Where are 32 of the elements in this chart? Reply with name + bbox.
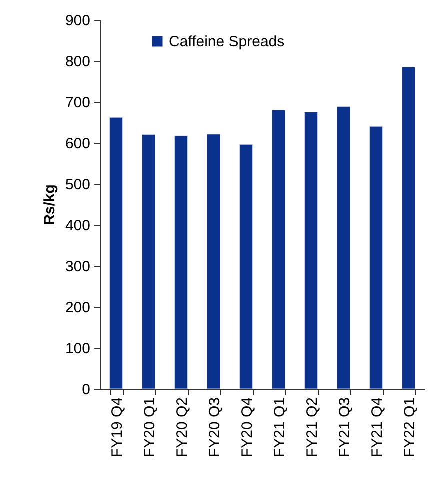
bar <box>402 66 416 390</box>
x-tick-label: FY20 Q2 <box>174 398 191 458</box>
x-tick-label: FY22 Q1 <box>401 398 418 458</box>
bar <box>110 117 123 390</box>
x-tick-label: FY21 Q1 <box>271 398 288 458</box>
y-tick-label: 800 <box>65 54 90 70</box>
y-tick-label: 0 <box>82 382 90 398</box>
bar <box>337 106 350 390</box>
y-tick-label: 600 <box>65 136 90 152</box>
bar <box>272 110 286 390</box>
y-tick-label: 900 <box>65 12 90 30</box>
bar <box>174 136 188 390</box>
x-tick-label: FY20 Q3 <box>206 398 224 458</box>
x-tick-label: FY21 Q2 <box>304 398 321 458</box>
x-tick-label: FY19 Q4 <box>108 398 126 458</box>
y-tick-label: 200 <box>65 300 90 316</box>
bar <box>370 126 383 390</box>
y-tick-label: 700 <box>65 94 90 112</box>
x-tick-label: FY20 Q4 <box>238 398 256 458</box>
y-tick-label: 400 <box>65 218 90 234</box>
y-tick-label: 500 <box>65 176 90 194</box>
x-tick-label: FY21 Q4 <box>368 398 386 458</box>
bar <box>207 134 220 390</box>
y-axis-title: Rs/kg <box>41 184 58 226</box>
x-tick-label: FY20 Q1 <box>141 398 158 458</box>
legend-label: Caffeine Spreads <box>169 34 285 50</box>
y-tick-label: 100 <box>65 340 90 358</box>
y-tick-label: 300 <box>65 258 90 276</box>
x-tick-label: FY21 Q3 <box>336 398 354 458</box>
bar <box>142 134 156 390</box>
bar <box>240 144 253 390</box>
bar <box>304 112 318 390</box>
